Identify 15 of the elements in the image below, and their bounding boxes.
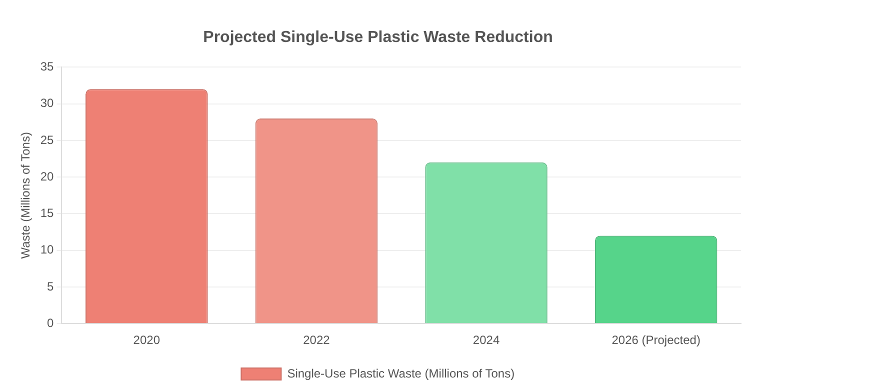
- x-tick-label: 2020: [133, 333, 160, 348]
- y-tick-label: 20: [40, 169, 54, 184]
- y-tick-label: 30: [40, 96, 54, 110]
- chart-title: Projected Single-Use Plastic Waste Reduction: [203, 29, 553, 46]
- legend-label: Single-Use Plastic Waste (Millions of Tons): [287, 366, 515, 380]
- y-axis-title: Waste (Millions of Tons): [18, 132, 33, 259]
- y-tick-label: 0: [47, 316, 54, 330]
- x-tick-label: 2022: [303, 333, 330, 348]
- x-tick-label: 2024: [472, 333, 500, 348]
- y-tick-label: 10: [40, 242, 54, 257]
- y-tick-label: 25: [40, 132, 54, 147]
- x-tick-label: 2026 (Projected): [612, 333, 700, 348]
- y-tick-label: 35: [40, 60, 54, 74]
- y-tick-label: 5: [47, 279, 54, 294]
- y-tick-label: 15: [40, 206, 54, 220]
